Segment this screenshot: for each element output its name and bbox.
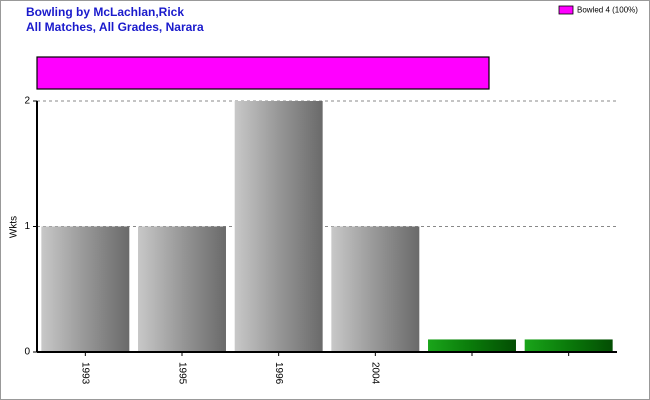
bar: [524, 339, 613, 352]
bar: [331, 226, 420, 352]
y-tick-label: 1: [24, 221, 30, 232]
bar: [138, 226, 226, 352]
x-tick-label: 2004: [370, 362, 381, 385]
x-tick-label: 1993: [80, 362, 91, 385]
chart-subtitle: All Matches, All Grades, Narara: [26, 20, 204, 34]
bar: [234, 101, 323, 352]
bar: [41, 226, 130, 352]
legend-label: Bowled 4 (100%): [577, 6, 638, 15]
share-bar: [36, 56, 490, 90]
bar: [428, 339, 516, 352]
chart-title: Bowling by McLachlan,Rick: [26, 5, 184, 19]
x-tick-label: 1996: [273, 362, 284, 385]
y-tick-label: 2: [24, 96, 30, 107]
y-tick-label: 0: [24, 347, 30, 358]
legend-swatch: [558, 5, 574, 15]
x-tick-label: 1995: [176, 362, 187, 385]
y-axis-label: Wkts: [9, 216, 20, 238]
